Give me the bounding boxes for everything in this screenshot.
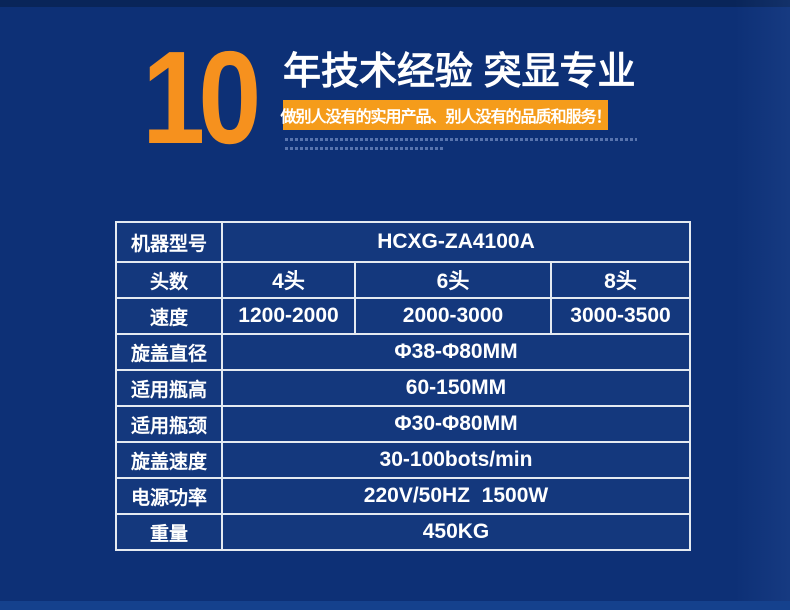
spec-label: 头数	[115, 261, 223, 299]
spec-value: 220V/50HZ 1500W	[221, 477, 691, 515]
bottom-border-strip	[0, 601, 790, 610]
table-row: 重量 450KG	[115, 513, 691, 551]
header-title: 年技术经验 突显专业	[283, 51, 636, 93]
spec-label: 适用瓶高	[115, 369, 223, 407]
spec-value: 60-150MM	[221, 369, 691, 407]
spec-label: 机器型号	[115, 221, 223, 263]
slogan-banner: 做别人没有的实用产品、别人没有的品质和服务！	[280, 100, 612, 130]
table-row: 头数 4头 6头 8头	[115, 261, 691, 299]
table-row: 适用瓶颈 Φ30-Φ80MM	[115, 405, 691, 443]
spec-table-body: 机器型号 HCXG-ZA4100A 头数 4头 6头 8头 速度 1200-2000 2000-…	[115, 221, 691, 551]
spec-value: Φ38-Φ80MM	[221, 333, 691, 371]
slogan-banner-text: 做别人没有的实用产品、别人没有的品质和服务！	[280, 109, 612, 126]
top-border-strip	[0, 0, 790, 7]
big-number-10: 10	[142, 24, 261, 171]
spec-value: 8头	[550, 261, 691, 299]
fine-print-line	[285, 147, 445, 150]
table-row: 旋盖直径 Φ38-Φ80MM	[115, 333, 691, 371]
spec-label: 电源功率	[115, 477, 223, 515]
spec-label: 速度	[115, 297, 223, 335]
spec-value: 1200-2000	[221, 297, 356, 335]
spec-label: 重量	[115, 513, 223, 551]
spec-value: 3000-3500	[550, 297, 691, 335]
spec-value: 4头	[221, 261, 356, 299]
table-row: 旋盖速度 30-100bots/min	[115, 441, 691, 479]
table-row: 适用瓶高 60-150MM	[115, 369, 691, 407]
fine-print-line	[285, 138, 637, 141]
spec-value: 2000-3000	[354, 297, 552, 335]
spec-table: 机器型号 HCXG-ZA4100A 头数 4头 6头 8头 速度 1200-2000 2000-…	[115, 221, 691, 551]
spec-value: HCXG-ZA4100A	[221, 221, 691, 263]
spec-value: 450KG	[221, 513, 691, 551]
spec-value: Φ30-Φ80MM	[221, 405, 691, 443]
spec-label: 适用瓶颈	[115, 405, 223, 443]
spec-label: 旋盖直径	[115, 333, 223, 371]
spec-label: 旋盖速度	[115, 441, 223, 479]
spec-value: 30-100bots/min	[221, 441, 691, 479]
spec-value: 6头	[354, 261, 552, 299]
table-row: 速度 1200-2000 2000-3000 3000-3500	[115, 297, 691, 335]
table-row: 机器型号 HCXG-ZA4100A	[115, 221, 691, 263]
table-row: 电源功率 220V/50HZ 1500W	[115, 477, 691, 515]
